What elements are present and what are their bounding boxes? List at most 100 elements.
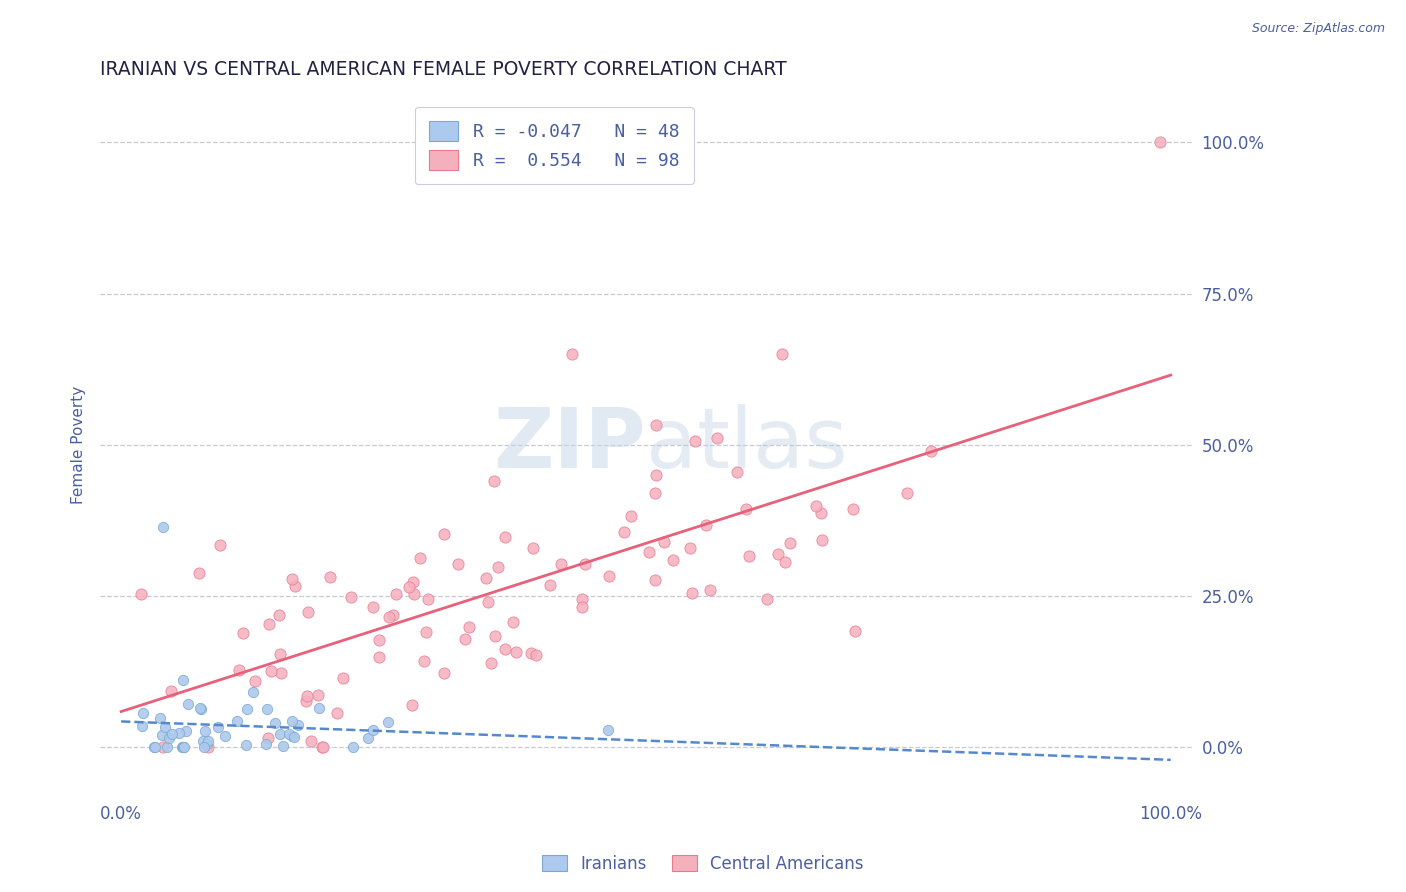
Point: [307, 688, 329, 702]
Point: [236, 702, 259, 716]
Point: [613, 524, 636, 539]
Point: [477, 594, 499, 608]
Point: [368, 633, 391, 648]
Text: atlas: atlas: [645, 404, 848, 485]
Point: [363, 600, 385, 615]
Point: [284, 579, 307, 593]
Point: [770, 347, 793, 361]
Point: [377, 715, 399, 730]
Point: [270, 665, 292, 680]
Point: [311, 740, 333, 755]
Point: [332, 671, 354, 685]
Point: [280, 714, 302, 729]
Point: [502, 615, 524, 630]
Point: [172, 740, 194, 755]
Point: [484, 474, 506, 488]
Point: [195, 737, 218, 751]
Point: [921, 444, 943, 458]
Point: [433, 526, 456, 541]
Point: [382, 608, 405, 623]
Point: [226, 714, 249, 728]
Point: [367, 649, 389, 664]
Point: [475, 571, 498, 585]
Point: [574, 558, 596, 572]
Point: [571, 599, 593, 614]
Point: [806, 499, 828, 513]
Point: [190, 701, 212, 715]
Point: [401, 698, 423, 712]
Point: [357, 731, 380, 745]
Point: [254, 737, 277, 751]
Point: [131, 719, 153, 733]
Point: [679, 541, 702, 555]
Point: [297, 605, 319, 619]
Point: [342, 740, 364, 755]
Point: [149, 711, 172, 725]
Point: [571, 591, 593, 606]
Point: [245, 673, 267, 688]
Point: [193, 740, 215, 755]
Point: [187, 566, 209, 580]
Point: [681, 586, 703, 600]
Point: [259, 664, 281, 678]
Point: [174, 723, 197, 738]
Point: [129, 587, 152, 601]
Point: [228, 664, 250, 678]
Point: [479, 657, 502, 671]
Point: [172, 740, 194, 755]
Point: [725, 465, 748, 479]
Point: [409, 551, 432, 566]
Point: [339, 590, 361, 604]
Point: [152, 519, 174, 533]
Point: [538, 578, 561, 592]
Point: [454, 632, 477, 646]
Point: [457, 619, 479, 633]
Point: [620, 508, 643, 523]
Point: [522, 541, 544, 556]
Point: [194, 723, 217, 738]
Point: [287, 718, 309, 732]
Point: [160, 726, 183, 740]
Point: [172, 673, 194, 688]
Point: [159, 683, 181, 698]
Point: [662, 552, 685, 566]
Point: [398, 580, 420, 594]
Point: [176, 697, 198, 711]
Point: [505, 644, 527, 658]
Point: [256, 702, 278, 716]
Point: [208, 538, 231, 552]
Point: [432, 666, 454, 681]
Point: [197, 740, 219, 755]
Point: [484, 629, 506, 643]
Text: ZIP: ZIP: [494, 404, 645, 485]
Point: [257, 617, 280, 632]
Point: [311, 740, 333, 755]
Point: [644, 418, 666, 433]
Point: [263, 715, 285, 730]
Legend: Iranians, Central Americans: Iranians, Central Americans: [536, 848, 870, 880]
Point: [811, 533, 834, 548]
Point: [325, 706, 347, 720]
Point: [281, 572, 304, 586]
Point: [191, 733, 214, 747]
Point: [695, 517, 717, 532]
Point: [132, 706, 155, 720]
Point: [271, 739, 294, 754]
Point: [494, 642, 516, 657]
Point: [152, 740, 174, 755]
Text: Source: ZipAtlas.com: Source: ZipAtlas.com: [1251, 22, 1385, 36]
Point: [167, 726, 190, 740]
Point: [281, 729, 304, 743]
Y-axis label: Female Poverty: Female Poverty: [72, 385, 86, 504]
Point: [415, 625, 437, 640]
Point: [295, 694, 318, 708]
Point: [278, 727, 301, 741]
Point: [150, 728, 173, 742]
Point: [1149, 136, 1171, 150]
Point: [269, 647, 291, 661]
Point: [637, 545, 659, 559]
Point: [197, 733, 219, 747]
Point: [377, 609, 399, 624]
Point: [308, 701, 330, 715]
Legend: R = -0.047   N = 48, R =  0.554   N = 98: R = -0.047 N = 48, R = 0.554 N = 98: [415, 106, 693, 185]
